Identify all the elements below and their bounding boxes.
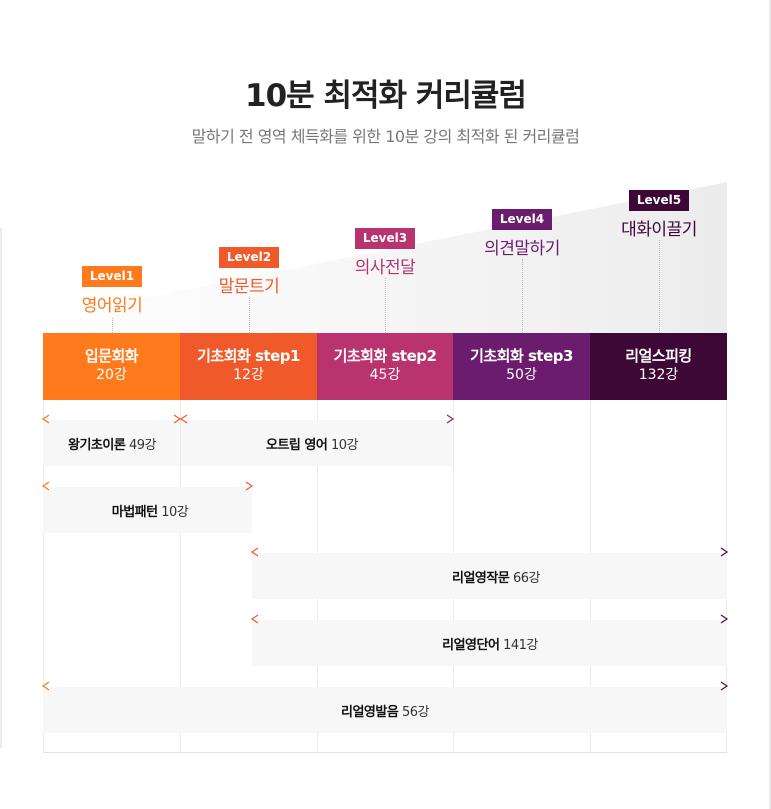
left-edge-line [0, 228, 2, 748]
level-4-connector [522, 259, 523, 333]
course-count: 141강 [503, 638, 538, 653]
level-4-header: Level4 의견말하기 [467, 208, 577, 259]
course-band-real-pronunciation [43, 687, 727, 733]
level-2-badge: Level2 [218, 247, 280, 268]
stage-intro-count: 20강 [96, 367, 127, 383]
level-3-connector [385, 278, 386, 333]
level-2-connector [249, 297, 250, 333]
level-5-connector [659, 240, 660, 333]
arrow-real-writing [250, 547, 729, 557]
level-5-badge: Level5 [628, 190, 690, 211]
grid-line [43, 400, 44, 752]
arrow-magic-pattern [41, 481, 254, 491]
arrow-real-vocab [250, 614, 729, 624]
stage-real-speaking-name: 리얼스피킹 [625, 347, 692, 365]
arrow-otrip [179, 414, 455, 424]
course-real-vocab: 리얼영단어 141강 [442, 634, 538, 653]
stage-basic-step2-count: 45강 [369, 367, 401, 383]
page-subtitle: 말하기 전 영역 체득화를 위한 10분 강의 최적화 된 커리큘럼 [191, 127, 580, 146]
right-edge-line [769, 0, 771, 809]
stage-basic-step3-name: 기초회화 step3 [470, 347, 573, 365]
level-1-header: Level1 영어읽기 [62, 265, 162, 316]
course-magic-pattern: 마법패턴 10강 [112, 501, 189, 520]
course-band-real-vocab [252, 620, 727, 666]
stage-basic-step1-count: 12강 [233, 367, 264, 383]
stage-basic-step3-count: 50강 [506, 367, 537, 383]
stage-basic-step3: 기초회화 step3 50강 [453, 333, 590, 400]
baseline [43, 752, 727, 753]
page-title: 10분 최적화 커리큘럼 [245, 78, 527, 114]
course-count: 10강 [161, 505, 189, 520]
course-band-otrip [181, 420, 453, 466]
course-band-real-writing [252, 553, 727, 599]
course-name: 오트립 영어 [266, 438, 328, 453]
level-1-badge: Level1 [81, 266, 143, 287]
level-5-name: 대화이끌기 [621, 220, 697, 240]
level-4-badge: Level4 [491, 209, 553, 230]
stage-intro-name: 입문회화 [84, 347, 139, 365]
level-3-badge: Level3 [354, 228, 416, 249]
level-4-name: 의견말하기 [484, 239, 560, 259]
course-wang-basic: 왕기초이론 49강 [68, 434, 156, 453]
course-count: 56강 [401, 705, 430, 720]
stage-real-speaking: 리얼스피킹 132강 [590, 333, 727, 400]
grid-line [180, 400, 181, 752]
level-5-header: Level5 대화이끌기 [603, 189, 715, 240]
course-name: 리얼영발음 [341, 705, 399, 720]
course-name: 마법패턴 [111, 505, 158, 520]
stage-basic-step2: 기초회화 step2 45강 [317, 333, 453, 400]
course-real-pronunciation: 리얼영발음 56강 [341, 701, 429, 720]
arrow-real-pronunciation [41, 681, 729, 691]
course-otrip: 오트립 영어 10강 [266, 434, 358, 453]
course-name: 리얼영단어 [442, 638, 500, 653]
level-2-name: 말문트기 [218, 277, 280, 297]
level-1-name: 영어읽기 [81, 296, 143, 316]
arrow-wang-basic [41, 414, 182, 424]
course-name: 왕기초이론 [68, 438, 126, 453]
course-count: 49강 [128, 438, 157, 453]
level-3-name: 의사전달 [354, 258, 416, 278]
stage-basic-step1-name: 기초회화 step1 [197, 347, 300, 365]
stage-real-speaking-count: 132강 [638, 367, 679, 383]
stage-basic-step1: 기초회화 step1 12강 [180, 333, 317, 400]
level-2-header: Level2 말문트기 [199, 246, 299, 297]
course-band-magic-pattern [43, 487, 252, 533]
stage-basic-step2-name: 기초회화 step2 [333, 347, 437, 365]
course-name: 리얼영작문 [452, 571, 510, 586]
course-real-writing: 리얼영작문 66강 [452, 567, 540, 586]
course-band-wang-basic [43, 420, 180, 466]
level-1-connector [112, 318, 113, 333]
stage-intro: 입문회화 20강 [43, 333, 180, 400]
course-count: 10강 [330, 438, 359, 453]
course-count: 66강 [512, 571, 541, 586]
level-3-header: Level3 의사전달 [335, 227, 435, 278]
